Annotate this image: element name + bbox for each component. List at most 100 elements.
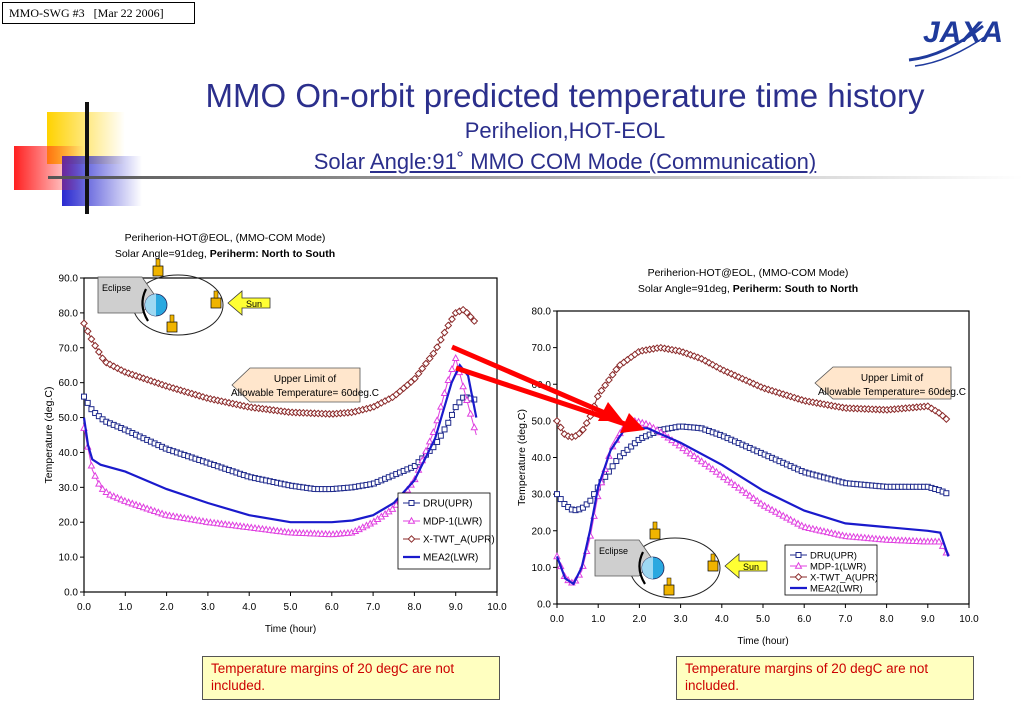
x-axis-label: Time (hour) — [265, 624, 316, 635]
data-point — [113, 493, 122, 501]
x-tick-label: 7.0 — [838, 614, 852, 625]
y-tick-label: 60.0 — [532, 380, 552, 391]
x-tick-label: 2.0 — [160, 602, 174, 613]
data-point — [436, 402, 445, 410]
data-point — [723, 475, 732, 483]
data-point — [150, 506, 159, 514]
legend-marker — [794, 561, 803, 569]
data-point — [87, 335, 96, 343]
data-point — [727, 369, 736, 378]
data-point — [84, 399, 91, 406]
data-point — [554, 491, 560, 498]
data-point — [760, 501, 769, 509]
data-point — [790, 517, 799, 525]
chart-south-to-north: Periherion-HOT@EOL, (MMO-COM Mode) Solar … — [516, 267, 979, 647]
data-point — [775, 509, 784, 517]
data-point — [429, 349, 438, 358]
data-point — [139, 503, 148, 511]
x-tick-label: 3.0 — [201, 602, 215, 613]
legend-label: DRU(UPR) — [810, 551, 857, 562]
legend-label: X-TWT_A(UPR) — [810, 573, 878, 584]
callout-text-line1: Upper Limit of — [861, 373, 923, 384]
data-point — [117, 495, 126, 503]
data-point — [587, 497, 594, 504]
margin-note-right: Temperature margins of 20 degC are not i… — [676, 656, 974, 700]
decorative-blocks — [14, 102, 1023, 214]
chart-title-solar-angle: Solar Angle=91deg, — [638, 283, 733, 295]
data-point — [738, 486, 747, 494]
x-tick-label: 8.0 — [407, 602, 421, 613]
data-point — [158, 509, 166, 517]
data-point — [466, 312, 475, 321]
data-point — [106, 490, 114, 498]
legend-item: MDP-1(LWR) — [790, 562, 866, 573]
series-line — [555, 427, 950, 586]
data-point — [579, 504, 586, 511]
orbit-inset: Eclipse Sun — [594, 521, 768, 599]
y-tick-label: 10.0 — [59, 553, 79, 564]
data-point — [83, 327, 92, 336]
data-point — [560, 430, 569, 438]
legend-label: MDP-1(LWR) — [810, 562, 866, 573]
data-point — [579, 425, 587, 434]
data-point — [768, 505, 776, 513]
y-tick-label: 80.0 — [532, 307, 552, 318]
data-point — [783, 513, 791, 521]
data-point — [753, 496, 762, 504]
data-point — [682, 349, 691, 358]
data-point — [757, 499, 765, 507]
data-point — [425, 437, 434, 445]
callout-text-line2: Allowable Temperature= 60deg.C — [231, 388, 379, 399]
data-point — [745, 491, 754, 499]
callout-shape — [231, 367, 361, 403]
data-point — [764, 503, 773, 511]
data-point — [575, 429, 584, 438]
data-point — [727, 478, 736, 486]
legend-item: X-TWT_A(UPR) — [403, 535, 495, 546]
data-point — [686, 449, 695, 457]
data-point — [87, 461, 96, 469]
x-tick-label: 2.0 — [632, 614, 646, 625]
spacecraft-icon — [166, 321, 178, 333]
legend-label: MDP-1(LWR) — [423, 517, 482, 528]
y-axis-label: Temperature (deg.C) — [516, 409, 528, 506]
series-dru-upr- — [554, 423, 950, 514]
chart-title-line2: Solar Angle=91deg, Periherm: South to No… — [638, 283, 858, 295]
data-point — [609, 463, 616, 470]
rotation-arrow — [638, 551, 646, 585]
upper-limit-callout: Upper Limit of Allowable Temperature= 60d… — [231, 367, 379, 403]
data-point — [81, 393, 87, 400]
data-point — [418, 364, 427, 373]
rotation-arrow — [141, 288, 149, 322]
upper-limit-callout: Upper Limit of Allowable Temperature= 60d… — [814, 366, 966, 400]
x-tick-label: 0.0 — [77, 602, 91, 613]
data-point — [143, 504, 152, 512]
data-point — [98, 484, 107, 492]
spacecraft-icon — [152, 265, 164, 277]
chart-title-periherm: Periherm: South to North — [733, 283, 858, 295]
data-point — [794, 519, 802, 527]
data-point — [91, 341, 100, 350]
y-tick-label: 40.0 — [532, 453, 552, 464]
data-point — [701, 459, 710, 467]
data-point — [437, 432, 444, 439]
data-point — [682, 446, 691, 454]
legend-item: DRU(UPR) — [403, 499, 472, 510]
data-point — [433, 343, 442, 352]
data-point — [942, 415, 951, 423]
sun-label: Sun — [246, 299, 262, 309]
data-point — [414, 369, 423, 378]
data-point — [620, 450, 627, 457]
y-tick-label: 30.0 — [532, 490, 552, 501]
legend: DRU(UPR) MDP-1(LWR) X-TWT_A(UPR) MEA2(LWR) — [397, 492, 495, 570]
logo-text: JAXA — [923, 16, 1003, 49]
data-point — [422, 359, 430, 368]
data-point — [742, 376, 751, 385]
data-point — [771, 507, 780, 515]
data-point — [742, 488, 750, 496]
data-point — [697, 354, 706, 363]
jaxa-logo: JAXA — [908, 16, 1003, 67]
spacecraft-icon — [663, 584, 675, 596]
sun-label: Sun — [743, 562, 759, 572]
y-tick-label: 0.0 — [537, 600, 551, 611]
